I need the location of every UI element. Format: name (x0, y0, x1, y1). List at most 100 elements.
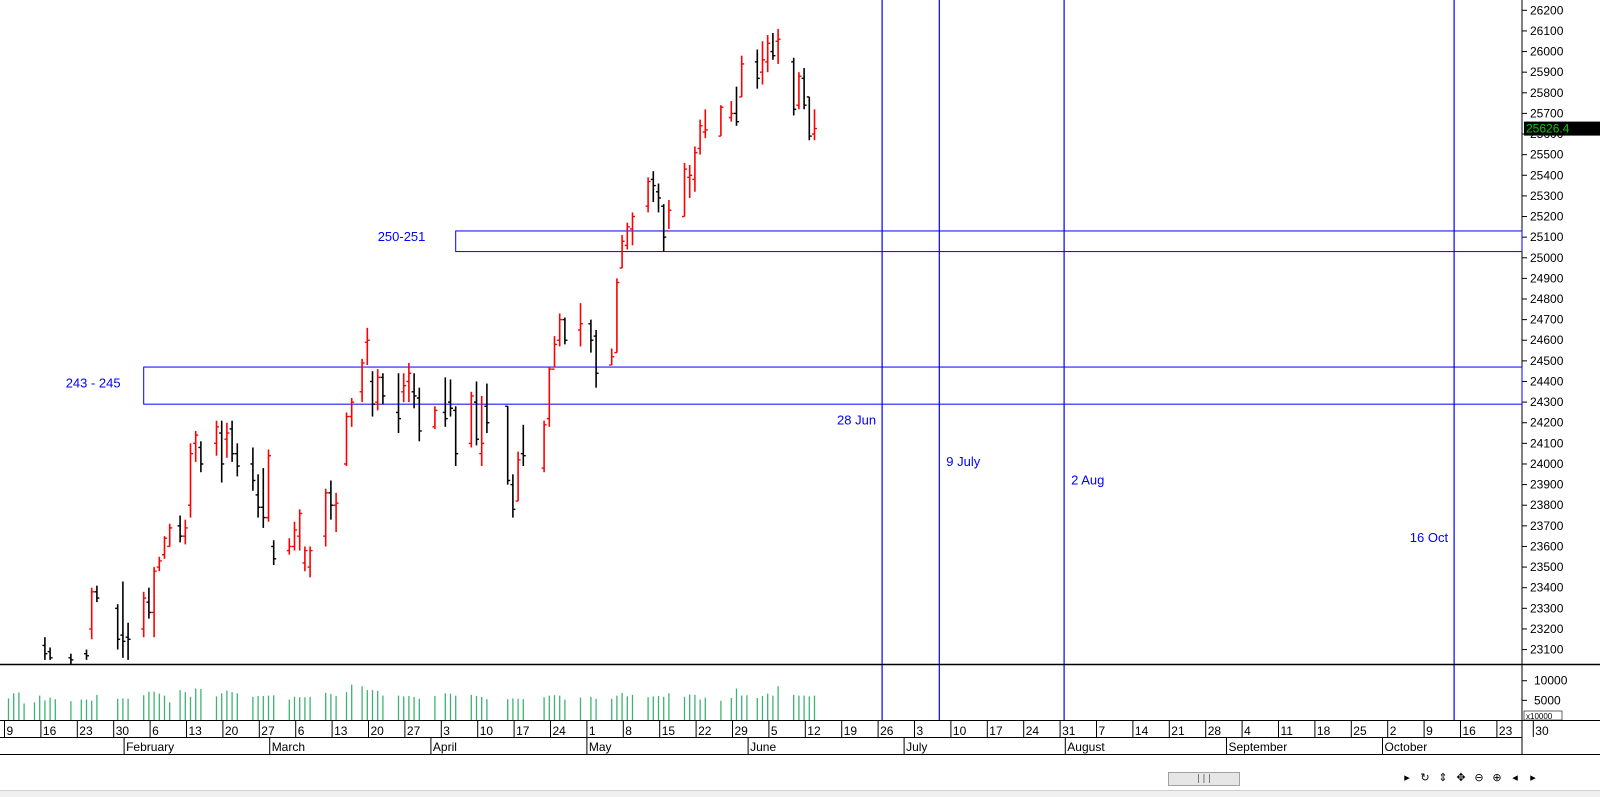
day-tick-label: 11 (1281, 724, 1294, 738)
price-tick-label: 26200 (1530, 3, 1564, 17)
price-tick-label: 25400 (1530, 168, 1564, 182)
price-tick-label: 25200 (1530, 210, 1564, 224)
volume-unit-label: x10000 (1526, 712, 1553, 721)
day-tick-label: 25 (1353, 724, 1367, 738)
day-tick-label: 17 (989, 724, 1003, 738)
time-marker-label: 2 Aug (1071, 472, 1104, 487)
price-tick-label: 25300 (1530, 189, 1564, 203)
price-tick-label: 25900 (1530, 65, 1564, 79)
price-tick-label: 24600 (1530, 333, 1564, 347)
day-tick-label: 24 (1026, 724, 1040, 738)
price-tick-label: 24900 (1530, 271, 1564, 285)
zoom-in-icon[interactable]: ⊕ (1492, 771, 1502, 784)
price-tick-label: 25800 (1530, 86, 1564, 100)
price-tick-label: 24200 (1530, 416, 1564, 430)
move-icon[interactable]: ✥ (1456, 771, 1466, 784)
price-tick-label: 23400 (1530, 581, 1564, 595)
day-tick-label: 28 (1208, 724, 1222, 738)
day-tick-label: 4 (1244, 724, 1251, 738)
month-label: September (1229, 740, 1288, 754)
day-tick-label: 13 (189, 724, 203, 738)
price-tick-label: 26100 (1530, 24, 1564, 38)
day-tick-label: 6 (298, 724, 305, 738)
zoom-out-icon[interactable]: ⊖ (1474, 771, 1484, 784)
volume-unit-box (1523, 710, 1563, 721)
day-tick-label: 27 (261, 724, 275, 738)
volume-tick-label: 5000 (1534, 693, 1561, 707)
price-tick-label: 24100 (1530, 436, 1564, 450)
scroll-left-icon[interactable]: ◂ (1512, 771, 1518, 784)
vertical-resize-icon[interactable]: ⇕ (1438, 771, 1448, 784)
month-label: April (433, 740, 457, 754)
month-label: May (589, 740, 612, 754)
month-label: August (1067, 740, 1105, 754)
last-value-box (1524, 121, 1600, 136)
horizontal-scrollbar[interactable]: ||| (1168, 772, 1240, 786)
day-tick-label: 10 (480, 724, 494, 738)
status-strip (0, 790, 1600, 797)
day-tick-label: 29 (735, 724, 749, 738)
month-label: February (126, 740, 174, 754)
time-marker-label: 16 Oct (1410, 530, 1449, 545)
price-tick-label: 25500 (1530, 148, 1564, 162)
day-tick-label: 21 (1171, 724, 1185, 738)
day-tick-label: 23 (79, 724, 93, 738)
scroll-right-icon[interactable]: ▸ (1530, 771, 1536, 784)
price-tick-label: 23700 (1530, 519, 1564, 533)
day-tick-label: 15 (662, 724, 676, 738)
day-tick-label: 31 (1062, 724, 1076, 738)
price-tick-label: 23900 (1530, 478, 1564, 492)
day-tick-label: 16 (1463, 724, 1477, 738)
price-tick-label: 23100 (1530, 643, 1564, 657)
month-label: October (1385, 740, 1428, 754)
price-tick-label: 24500 (1530, 354, 1564, 368)
day-tick-label: 22 (698, 724, 712, 738)
month-label: June (750, 740, 776, 754)
volume-tick-label: 10000 (1534, 674, 1568, 688)
day-tick-label: 9 (1426, 724, 1433, 738)
price-tick-label: 24400 (1530, 374, 1564, 388)
chart-toolbar: ▸ ↻ ⇕ ✥ ⊖ ⊕ ◂ ▸ (1400, 771, 1540, 787)
play-icon[interactable]: ▸ (1404, 771, 1410, 784)
price-tick-label: 24800 (1530, 292, 1564, 306)
day-tick-label: 27 (407, 724, 421, 738)
price-tick-label: 26000 (1530, 45, 1564, 59)
day-tick-label: 7 (1099, 724, 1106, 738)
day-tick-label: 23 (1499, 724, 1513, 738)
zone-label: 250-251 (378, 229, 426, 244)
day-tick-label: 18 (1317, 724, 1331, 738)
zone-box (455, 230, 1523, 253)
price-tick-label: 23500 (1530, 560, 1564, 574)
day-tick-label: 16 (43, 724, 57, 738)
day-tick-label: 13 (334, 724, 348, 738)
day-tick-label: 12 (807, 724, 821, 738)
day-tick-label: 20 (225, 724, 239, 738)
month-label: July (906, 740, 927, 754)
price-tick-label: 23300 (1530, 601, 1564, 615)
price-tick-label: 24700 (1530, 313, 1564, 327)
zone-box (143, 366, 1523, 405)
price-tick-label: 24000 (1530, 457, 1564, 471)
day-tick-label: 3 (443, 724, 450, 738)
day-tick-label: 17 (516, 724, 530, 738)
day-tick-label: 30 (1535, 724, 1549, 738)
day-tick-label: 24 (553, 724, 567, 738)
time-marker-label: 28 Jun (837, 413, 876, 428)
cycle-icon[interactable]: ↻ (1420, 771, 1430, 784)
time-marker-label: 9 July (946, 454, 980, 469)
day-tick-label: 20 (371, 724, 385, 738)
price-tick-label: 25700 (1530, 106, 1564, 120)
day-tick-label: 19 (844, 724, 858, 738)
day-tick-label: 1 (589, 724, 596, 738)
day-tick-label: 26 (880, 724, 894, 738)
day-tick-label: 6 (152, 724, 159, 738)
price-tick-label: 23800 (1530, 498, 1564, 512)
day-tick-label: 30 (116, 724, 130, 738)
zone-label: 243 - 245 (66, 376, 121, 391)
price-tick-label: 25100 (1530, 230, 1564, 244)
price-tick-label: 25000 (1530, 251, 1564, 265)
price-tick-label: 24300 (1530, 395, 1564, 409)
scrollbar-grip[interactable]: ||| (1195, 774, 1213, 784)
price-tick-label: 23200 (1530, 622, 1564, 636)
